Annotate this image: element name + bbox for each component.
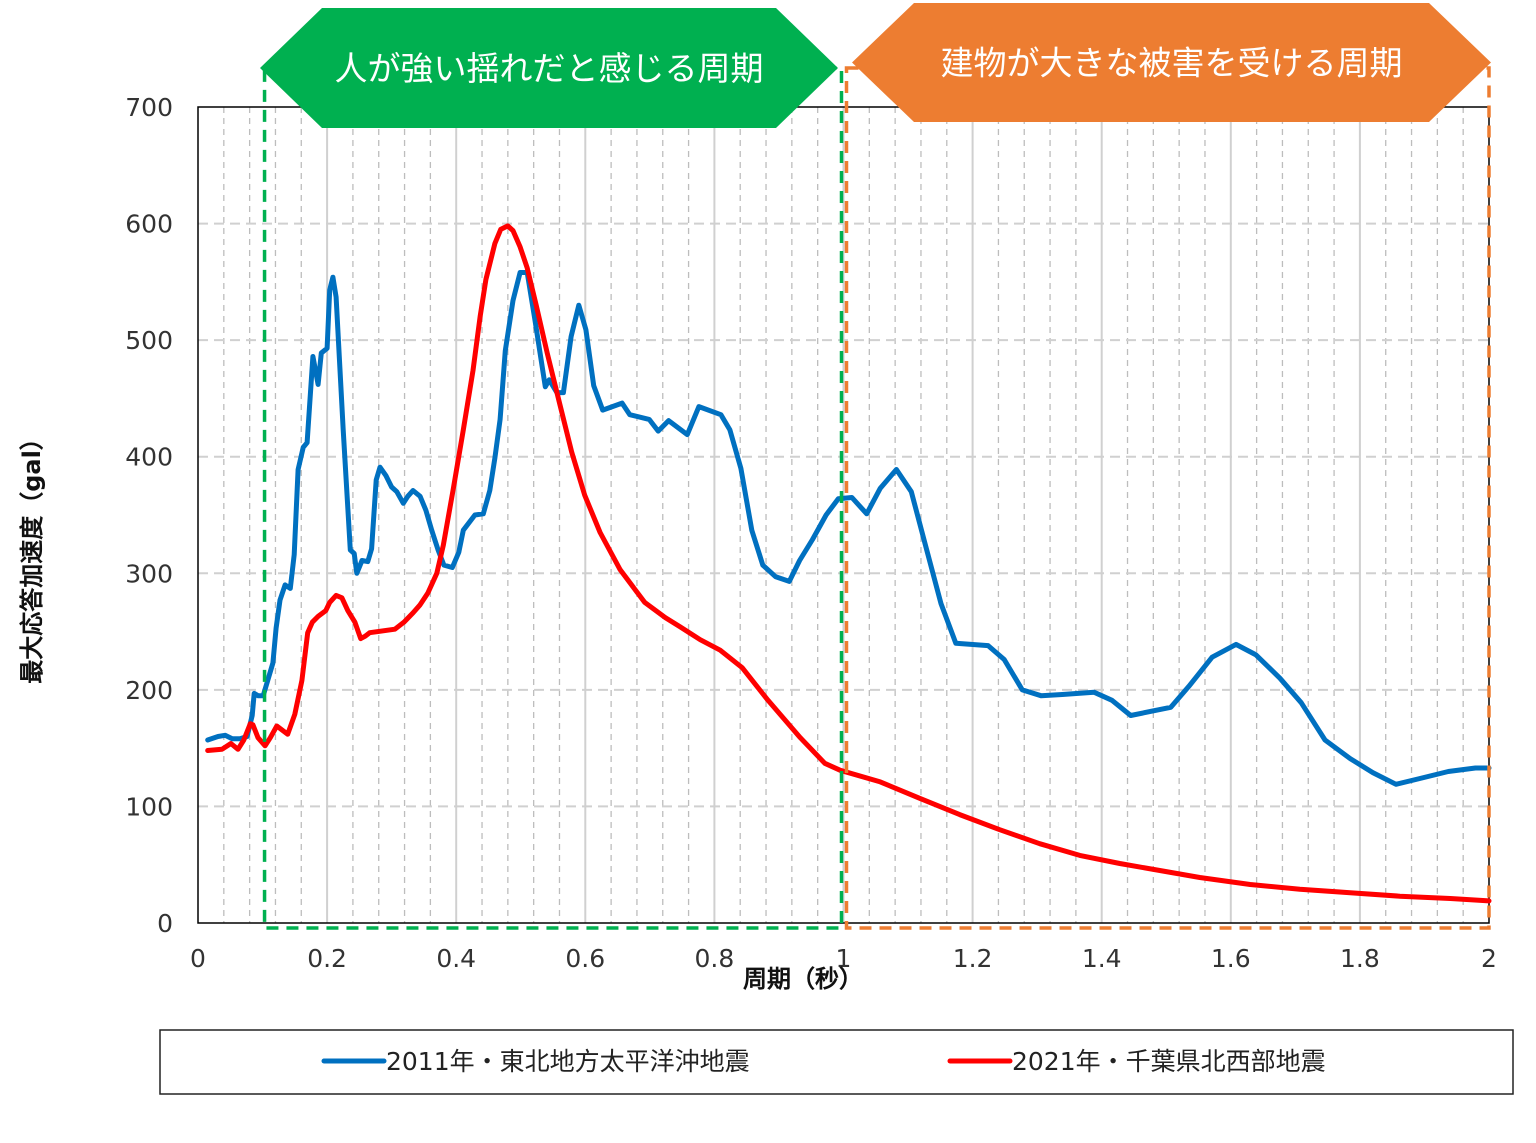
y-tick-label: 100: [125, 792, 173, 821]
series-line-2011-tohoku: [205, 270, 1492, 787]
x-tick-label: 1.6: [1211, 944, 1251, 973]
legend: 2011年・東北地方太平洋沖地震 2021年・千葉県北西部地震: [321, 1047, 1326, 1076]
building-damage-arrow: [852, 3, 1491, 122]
x-tick-label: 0: [190, 944, 206, 973]
y-tick-label: 600: [125, 210, 173, 239]
x-tick-label: 0.2: [307, 944, 347, 973]
y-tick-label: 0: [157, 909, 173, 938]
y-tick-label: 400: [125, 443, 173, 472]
x-axis-label: 周期（秒）: [743, 965, 863, 993]
x-tick-label: 1.8: [1340, 944, 1380, 973]
x-tick-label: 0.8: [695, 944, 735, 973]
y-tick-label: 700: [125, 93, 173, 122]
x-tick-label: 0.4: [436, 944, 476, 973]
grid: [198, 107, 1489, 923]
human-shaking-arrow: [260, 8, 838, 128]
y-tick-label: 500: [125, 326, 173, 355]
x-tick-label: 1.2: [953, 944, 993, 973]
series-line-2021-chiba: [205, 223, 1492, 904]
y-axis-label: 最大応答加速度（gal）: [18, 426, 46, 684]
annotation-bands: 人が強い揺れだと感じる周期 建物が大きな被害を受ける周期: [260, 3, 1491, 930]
x-tick-label: 1.4: [1082, 944, 1122, 973]
y-tick-label: 300: [125, 559, 173, 588]
tick-labels: 0 0.2 0.4 0.6 0.8 1 1.2 1.4 1.6 1.8 2 0 100 200 300 400…: [125, 93, 1497, 973]
x-tick-label: 2: [1481, 944, 1497, 973]
human-shaking-range-box: [262, 66, 844, 930]
x-tick-label: 0.6: [565, 944, 605, 973]
human-shaking-label: 人が強い揺れだと感じる周期: [335, 49, 764, 88]
legend-entry: 2021年・千葉県北西部地震: [1012, 1047, 1326, 1076]
x-tick-label: 1: [836, 944, 852, 973]
series-layer: [205, 223, 1492, 904]
building-damage-label: 建物が大きな被害を受ける周期: [941, 44, 1403, 83]
legend-entry: 2011年・東北地方太平洋沖地震: [386, 1047, 750, 1076]
building-damage-range-box: [844, 66, 1491, 930]
y-tick-label: 200: [125, 676, 173, 705]
